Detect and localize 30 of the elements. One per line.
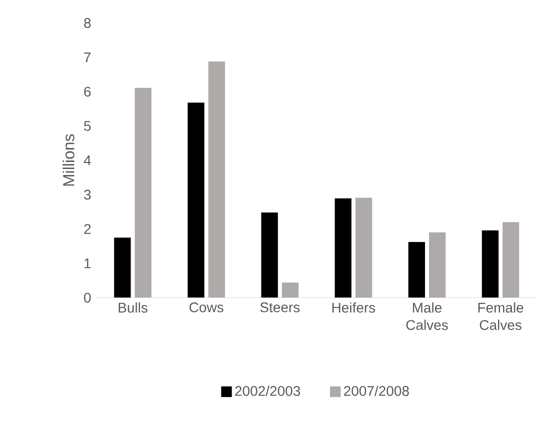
bar [408,242,425,298]
bar [334,198,352,298]
bar [282,282,299,298]
y-tick-label: 2 [84,224,91,234]
y-tick-label: 0 [84,292,91,303]
bar [502,222,520,298]
x-tick-label: Heifers [332,302,376,313]
bar [188,102,204,298]
y-tick-label: 4 [84,156,91,166]
y-tick-label: 8 [84,18,91,28]
x-tick-label: Cows [190,302,224,312]
legend-label: 2002/2003 [235,386,300,396]
bar [429,232,446,298]
x-tick-label: Bulls [118,302,148,313]
x-tick-label: Steers [260,302,300,312]
y-axis-title: Millions [62,134,74,186]
bar [134,88,152,298]
bar [114,238,131,298]
y-tick-label: 3 [84,190,91,200]
x-tick-label: Female Calves [478,302,524,330]
y-tick-label: 6 [84,86,91,97]
y-tick-label: 5 [84,121,91,131]
bar [482,230,499,298]
bar [208,61,226,298]
bar [261,212,278,298]
x-tick-label: Male Calves [406,302,448,330]
bar [355,198,372,298]
legend-label: 2007/2008 [344,386,409,396]
y-tick-label: 7 [84,52,91,62]
y-tick-label: 1 [84,258,91,268]
